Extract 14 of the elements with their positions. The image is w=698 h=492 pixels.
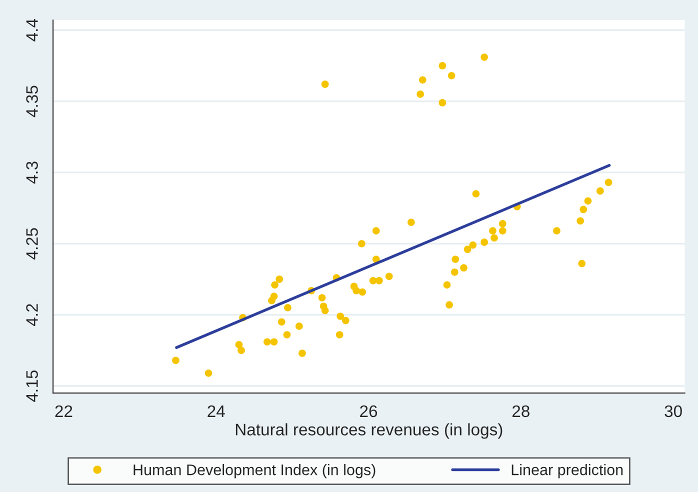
x-tick-label: 22 [55,405,72,417]
y-tick-label: 4.4 [26,19,38,42]
legend-label: Linear prediction [512,464,623,478]
x-tick-label: 24 [208,405,225,417]
x-tick-label: 30 [664,405,682,418]
y-tick-label: 4.35 [26,86,38,118]
y-tick-label: 4.3 [26,162,38,184]
y-tick-label: 4.2 [26,304,38,326]
x-tick-label: 26 [360,405,378,418]
x-axis-title: Natural resources revenues (in logs) [236,423,502,439]
legend-label: Human Development Index (in logs) [134,464,376,478]
y-tick-label: 4.25 [26,228,38,260]
y-tick-label: 4.15 [26,370,38,402]
x-tick-label: 28 [512,405,530,418]
